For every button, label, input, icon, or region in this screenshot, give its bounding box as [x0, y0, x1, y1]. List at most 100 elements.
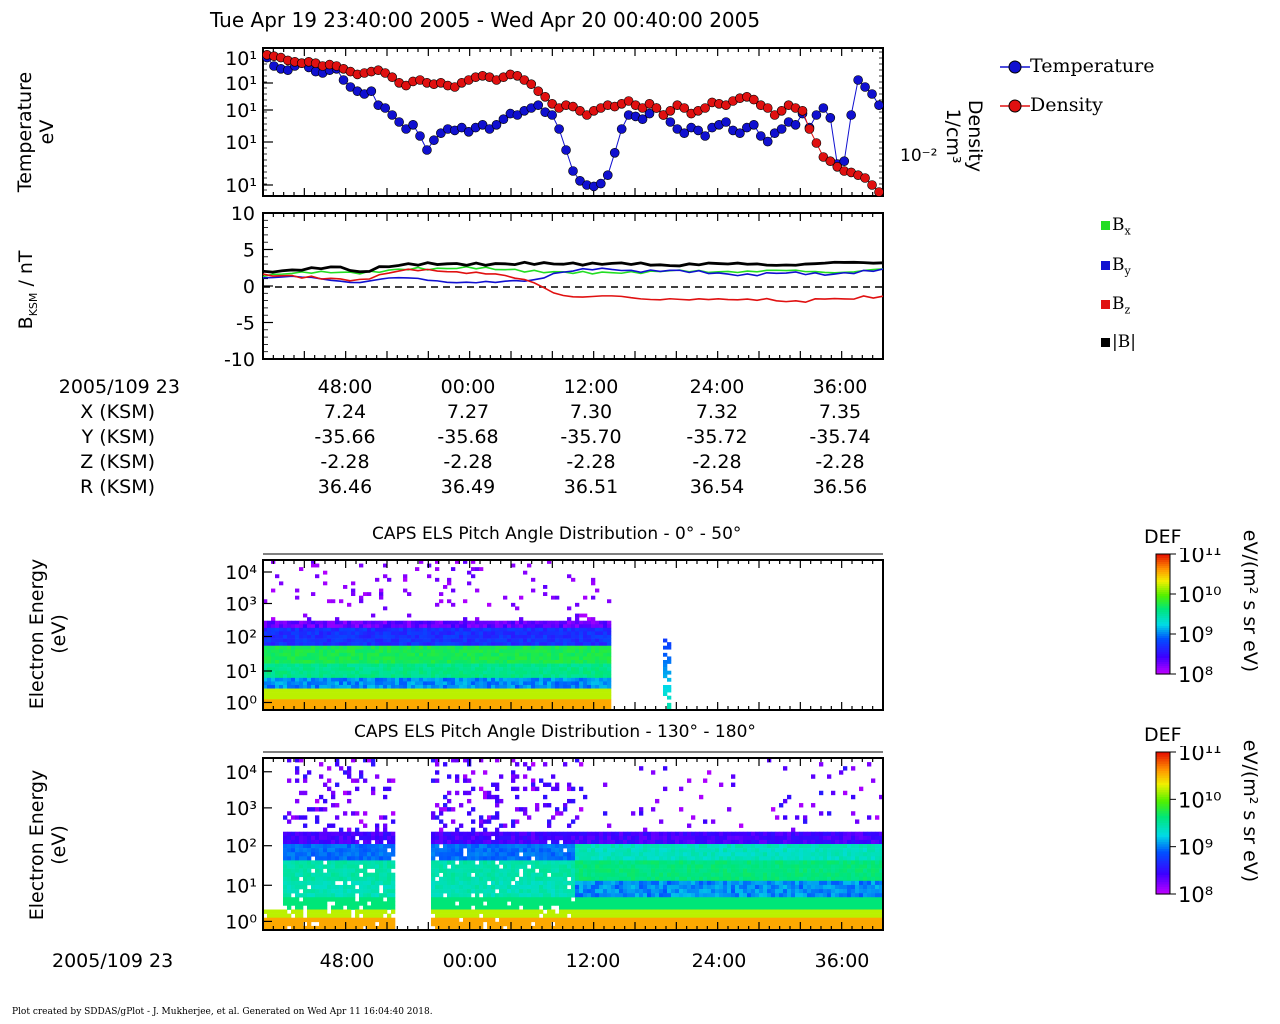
spectrogram-cell: [435, 681, 440, 686]
spectrogram-cell: [607, 638, 612, 643]
spectrogram-cell: [303, 872, 308, 878]
legend-bmag: |B|: [1101, 332, 1136, 352]
spectrogram-cell: [391, 876, 396, 882]
spectrogram-cell: [287, 624, 292, 629]
spectrogram-cell: [347, 872, 352, 878]
spectrogram-cell: [335, 782, 340, 787]
spectrogram-cell: [431, 844, 436, 849]
spectrogram-cell: [495, 884, 500, 890]
spectrogram-cell: [583, 860, 588, 865]
temperature-data-point: [762, 136, 773, 147]
spectrogram-cell: [423, 638, 428, 643]
spectrogram-cell: [567, 649, 572, 654]
spectrogram-cell: [419, 652, 424, 657]
spectrogram-cell: [399, 649, 404, 654]
spectrogram-cell: [323, 913, 328, 919]
spectrogram-cell: [671, 917, 676, 923]
spectrogram-cell: [395, 627, 400, 632]
spectrogram-cell: [355, 656, 360, 661]
spectrogram-cell: [447, 581, 452, 586]
spectrogram-cell: [503, 901, 508, 906]
spectrogram-cell: [579, 835, 584, 841]
spectrogram-cell: [303, 864, 308, 869]
spectrogram-cell: [507, 652, 512, 657]
spectrogram-cell: [319, 652, 324, 657]
spectrogram-cell: [375, 663, 380, 668]
spectrogram-cell: [611, 852, 616, 857]
spectrogram-cell: [579, 660, 584, 664]
spectrogram-cell: [319, 844, 324, 849]
spectrogram-cell: [515, 688, 520, 693]
spectrogram-cell: [371, 790, 376, 796]
temperature-data-point: [679, 128, 690, 138]
spectrogram-cell: [319, 649, 324, 654]
spectrogram-cell: [315, 884, 320, 890]
spectrogram-cell: [467, 864, 472, 869]
spectrogram-cell: [511, 819, 516, 824]
spectrogram-cell: [319, 884, 324, 890]
spectrogram-cell: [643, 868, 648, 873]
spectrogram-cell: [607, 901, 612, 906]
spectrogram-cell: [331, 695, 336, 700]
spectrogram-cell: [571, 670, 576, 675]
spectrogram-cell: [659, 925, 664, 931]
spectrogram-cell: [343, 831, 348, 837]
spectrogram-cell: [543, 635, 548, 639]
spectrogram-cell: [263, 620, 268, 625]
temperature-data-point: [609, 148, 620, 158]
spectrogram-cell: [443, 925, 448, 931]
spectrogram-cell: [331, 685, 336, 689]
spectrogram-cell: [467, 642, 472, 647]
spectrogram-cell: [455, 913, 460, 919]
spectrogram-cell: [307, 876, 312, 882]
spectrogram-cell: [539, 631, 544, 636]
spectrogram2-title: CAPS ELS Pitch Angle Distribution - 130°…: [354, 722, 756, 742]
spectrogram-cell: [583, 839, 588, 845]
spectrogram-cell: [507, 674, 512, 679]
spectrogram-cell: [559, 811, 564, 816]
spectrogram-cell: [567, 638, 572, 643]
spectrogram-cell: [291, 868, 296, 873]
spectrogram-cell: [515, 638, 520, 643]
spectrogram-cell: [587, 897, 592, 902]
spectrogram-cell: [495, 681, 500, 686]
spectrogram-cell: [339, 893, 344, 898]
spectrogram-cell: [347, 868, 352, 873]
spectrogram-cell: [467, 872, 472, 878]
spectrogram-cell: [435, 667, 440, 672]
spectrogram-cell: [411, 688, 416, 693]
spectrogram-cell: [595, 692, 600, 697]
spectrogram-cell: [295, 692, 300, 697]
spectrogram-cell: [523, 695, 528, 700]
spectrogram-cell: [515, 762, 520, 767]
spectrogram-cell: [367, 620, 372, 625]
spectrogram-cell: [579, 901, 584, 906]
spectrogram-cell: [607, 685, 612, 689]
spectrogram-cell: [267, 706, 272, 711]
spectrogram-cell: [467, 652, 472, 657]
legend-by: By: [1101, 255, 1131, 277]
spectrogram-cell: [331, 872, 336, 878]
spectrogram-cell: [491, 649, 496, 654]
spectrogram-cell: [315, 574, 320, 579]
spectrogram-cell: [315, 839, 320, 845]
spectrogram-cell: [407, 670, 412, 675]
spectrogram-cell: [575, 876, 580, 882]
spectrogram-cell: [283, 856, 288, 861]
spectrogram-cell: [427, 663, 432, 668]
spectrogram-cell: [435, 884, 440, 890]
spectrogram-cell: [555, 848, 560, 853]
spectrogram-cell: [323, 660, 328, 664]
spectrogram-cell: [371, 699, 376, 704]
spectrogram-cell: [547, 889, 552, 894]
spectrogram-cell: [623, 897, 628, 902]
spectrogram-cell: [319, 901, 324, 906]
spectrogram-cell: [499, 699, 504, 704]
spectrogram-cell: [419, 624, 424, 629]
spectrogram-cell: [627, 848, 632, 853]
spectrogram-cell: [431, 674, 436, 679]
spectrogram-cell: [351, 581, 356, 586]
spectrogram-cell: [579, 663, 584, 668]
spectrogram-cell: [419, 674, 424, 679]
spectrogram-cell: [567, 667, 572, 672]
